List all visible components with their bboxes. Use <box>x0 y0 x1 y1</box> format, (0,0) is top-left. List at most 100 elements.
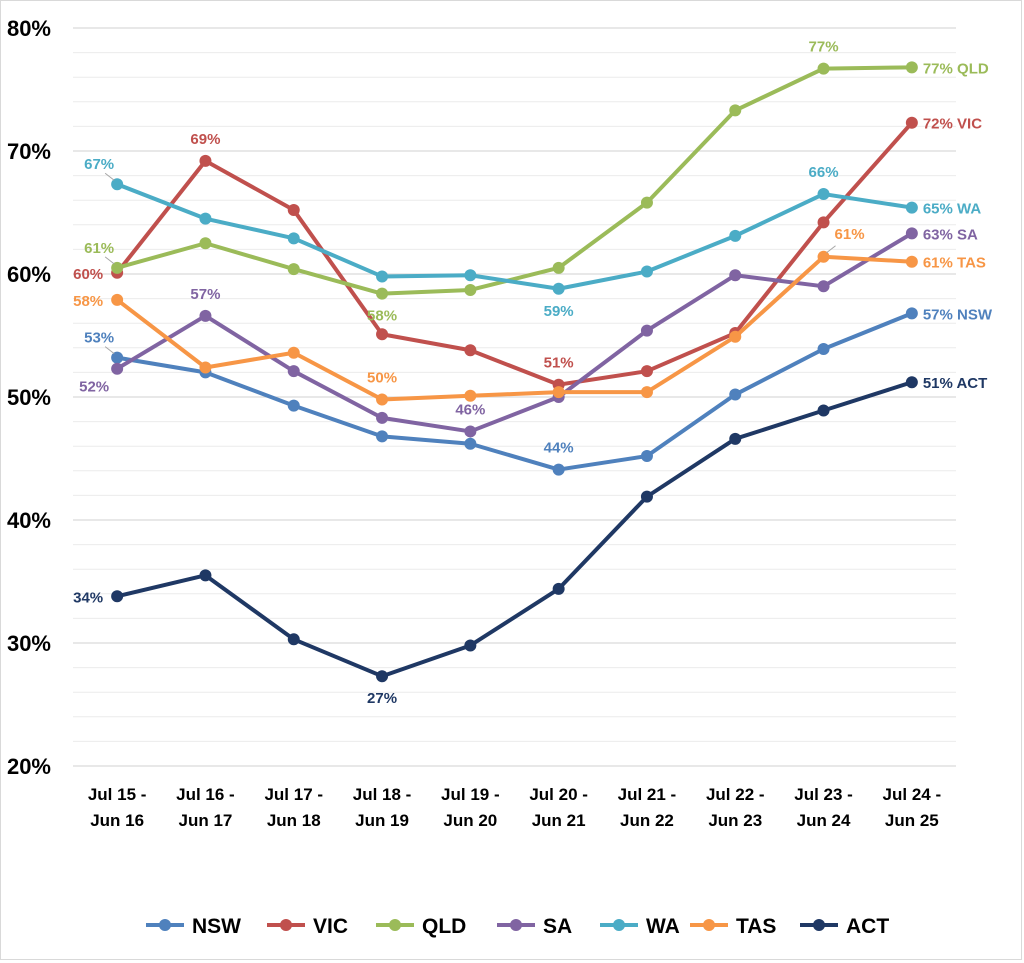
data-point-sa <box>376 411 389 424</box>
legend-swatch-marker <box>813 919 825 931</box>
data-point-tas <box>817 250 830 263</box>
legend-swatch-marker <box>613 919 625 931</box>
legend-item-vic: VIC <box>267 915 348 938</box>
y-tick-label: 60% <box>7 262 51 287</box>
data-label-qld: 77% QLD <box>923 60 989 77</box>
legend-item-qld: QLD <box>376 915 466 938</box>
legend-label: SA <box>543 915 572 938</box>
data-point-sa <box>817 280 830 293</box>
data-point-nsw <box>464 437 477 450</box>
data-point-wa <box>464 269 477 282</box>
legend-item-nsw: NSW <box>146 915 241 938</box>
data-point-wa <box>817 188 830 201</box>
data-point-tas <box>905 255 918 268</box>
data-point-act <box>640 490 653 503</box>
data-point-qld <box>287 263 300 276</box>
data-point-nsw <box>817 343 830 356</box>
data-point-vic <box>905 116 918 129</box>
data-point-wa <box>729 229 742 242</box>
legend-label: VIC <box>313 915 348 938</box>
x-tick-label: Jul 24 -Jun 25 <box>883 785 942 830</box>
data-point-nsw <box>552 463 565 476</box>
data-label-tas: 61% TAS <box>923 255 986 272</box>
data-point-qld <box>552 261 565 274</box>
data-point-tas <box>552 386 565 399</box>
series-line-qld <box>115 65 914 296</box>
legend-label: TAS <box>736 915 776 938</box>
x-tick-label: Jul 18 -Jun 19 <box>353 785 412 830</box>
legend-swatch-marker <box>159 919 171 931</box>
data-label-wa: 67% <box>84 156 114 173</box>
data-point-tas <box>199 361 212 374</box>
data-point-act <box>905 376 918 389</box>
label-leaders <box>104 172 836 355</box>
data-point-wa <box>111 178 124 191</box>
x-tick-label: Jul 19 -Jun 20 <box>441 785 500 830</box>
series-line-wa <box>115 182 914 291</box>
label-leader-line <box>104 256 115 265</box>
data-point-vic <box>464 344 477 357</box>
data-point-act <box>376 670 389 683</box>
data-label-nsw: 53% <box>84 330 114 347</box>
series-line-vic <box>115 120 914 387</box>
data-label-vic: 72% VIC <box>923 116 982 133</box>
series-line-tas <box>115 254 914 402</box>
data-point-qld <box>729 104 742 117</box>
data-point-act <box>199 569 212 582</box>
data-label-sa: 63% SA <box>923 226 978 243</box>
x-tick-label: Jul 16 -Jun 17 <box>176 785 235 830</box>
data-point-vic <box>376 328 389 341</box>
data-label-vic: 69% <box>190 131 220 148</box>
x-tick-label: Jul 21 -Jun 22 <box>618 785 677 830</box>
data-point-nsw <box>905 307 918 320</box>
legend-label: QLD <box>422 915 466 938</box>
data-point-nsw <box>729 388 742 401</box>
gridlines <box>73 27 956 767</box>
data-point-wa <box>905 201 918 214</box>
legend-swatch-marker <box>703 919 715 931</box>
data-point-nsw <box>376 430 389 443</box>
data-point-sa <box>640 324 653 337</box>
x-tick-label: Jul 15 -Jun 16 <box>88 785 147 830</box>
series-line-nsw <box>115 311 914 472</box>
data-point-wa <box>552 282 565 295</box>
data-point-qld <box>905 61 918 74</box>
data-label-qld: 61% <box>84 240 114 257</box>
y-tick-label: 80% <box>7 16 51 41</box>
legend-item-act: ACT <box>800 915 889 938</box>
data-label-tas: 50% <box>367 369 397 386</box>
data-label-tas: 58% <box>73 293 103 310</box>
legend-label: ACT <box>846 915 889 938</box>
legend-label: WA <box>646 915 680 938</box>
x-tick-label: Jul 22 -Jun 23 <box>706 785 765 830</box>
data-label-wa: 66% <box>809 164 839 181</box>
label-leader-line <box>104 346 115 355</box>
data-point-tas <box>111 293 124 306</box>
series-line-act <box>115 380 914 679</box>
legend-swatch-marker <box>389 919 401 931</box>
data-point-act <box>817 404 830 417</box>
data-point-act <box>287 633 300 646</box>
data-point-qld <box>111 261 124 274</box>
data-point-tas <box>376 393 389 406</box>
series-lines <box>111 61 918 683</box>
data-point-tas <box>287 346 300 359</box>
y-tick-label: 40% <box>7 508 51 533</box>
data-label-nsw: 57% NSW <box>923 306 993 323</box>
series-line-sa <box>115 231 914 434</box>
legend-label: NSW <box>192 915 241 938</box>
data-point-qld <box>199 237 212 250</box>
data-label-tas: 61% <box>835 226 865 243</box>
data-label-act: 27% <box>367 690 397 707</box>
y-tick-label: 70% <box>7 139 51 164</box>
data-point-sa <box>464 425 477 438</box>
x-tick-label: Jul 17 -Jun 18 <box>264 785 323 830</box>
data-labels: 53% 44% 57% NSW 60% 69% 51% 72% VIC 61% 58% 77% 77… <box>73 39 993 708</box>
y-tick-label: 30% <box>7 631 51 656</box>
data-point-act <box>729 432 742 445</box>
data-point-qld <box>376 287 389 300</box>
data-point-sa <box>729 269 742 282</box>
x-tick-label: Jul 20 -Jun 21 <box>529 785 588 830</box>
data-label-nsw: 44% <box>544 440 574 457</box>
